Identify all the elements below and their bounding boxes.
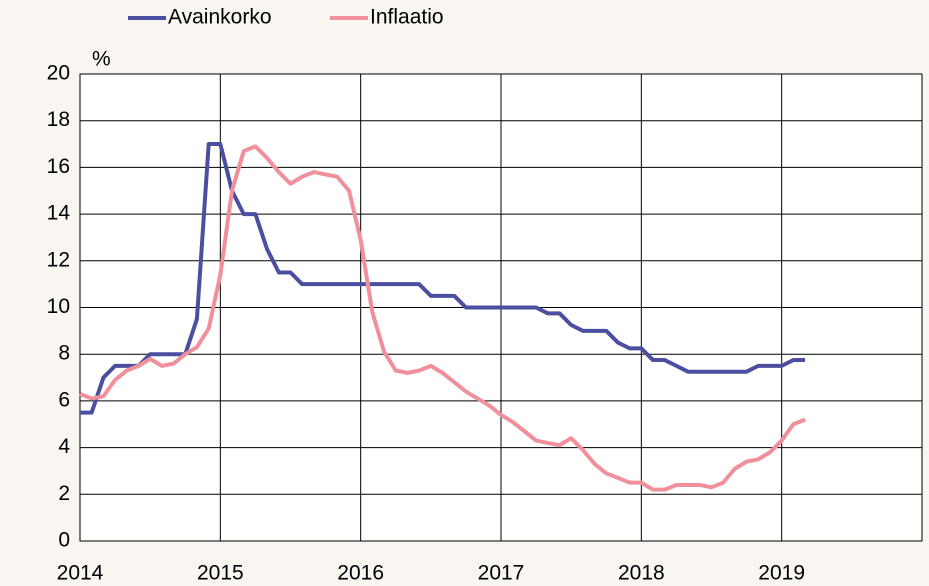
x-tick-label: 2014 — [57, 562, 104, 585]
x-tick-label: 2015 — [197, 562, 244, 585]
legend-label: Avainkorko — [168, 6, 272, 29]
x-tick-label: 2017 — [478, 562, 525, 585]
series-line — [80, 142, 806, 415]
x-tick-label: 2018 — [618, 562, 665, 585]
y-axis-label: % — [92, 48, 111, 71]
series-line — [79, 144, 806, 492]
y-tick-label: 20 — [47, 62, 70, 85]
y-tick-label: 16 — [47, 155, 70, 178]
y-tick-label: 18 — [47, 108, 70, 131]
y-tick-label: 12 — [47, 248, 70, 271]
x-tick-label: 2016 — [337, 562, 384, 585]
y-tick-label: 4 — [58, 435, 70, 458]
x-tick-label: 2019 — [758, 562, 805, 585]
y-tick-label: 2 — [58, 482, 70, 505]
y-tick-label: 10 — [47, 295, 70, 318]
y-tick-label: 6 — [58, 388, 70, 411]
legend-label: Inflaatio — [370, 6, 444, 29]
y-tick-label: 0 — [58, 529, 70, 552]
y-tick-label: 14 — [47, 202, 71, 225]
y-tick-label: 8 — [58, 342, 70, 365]
